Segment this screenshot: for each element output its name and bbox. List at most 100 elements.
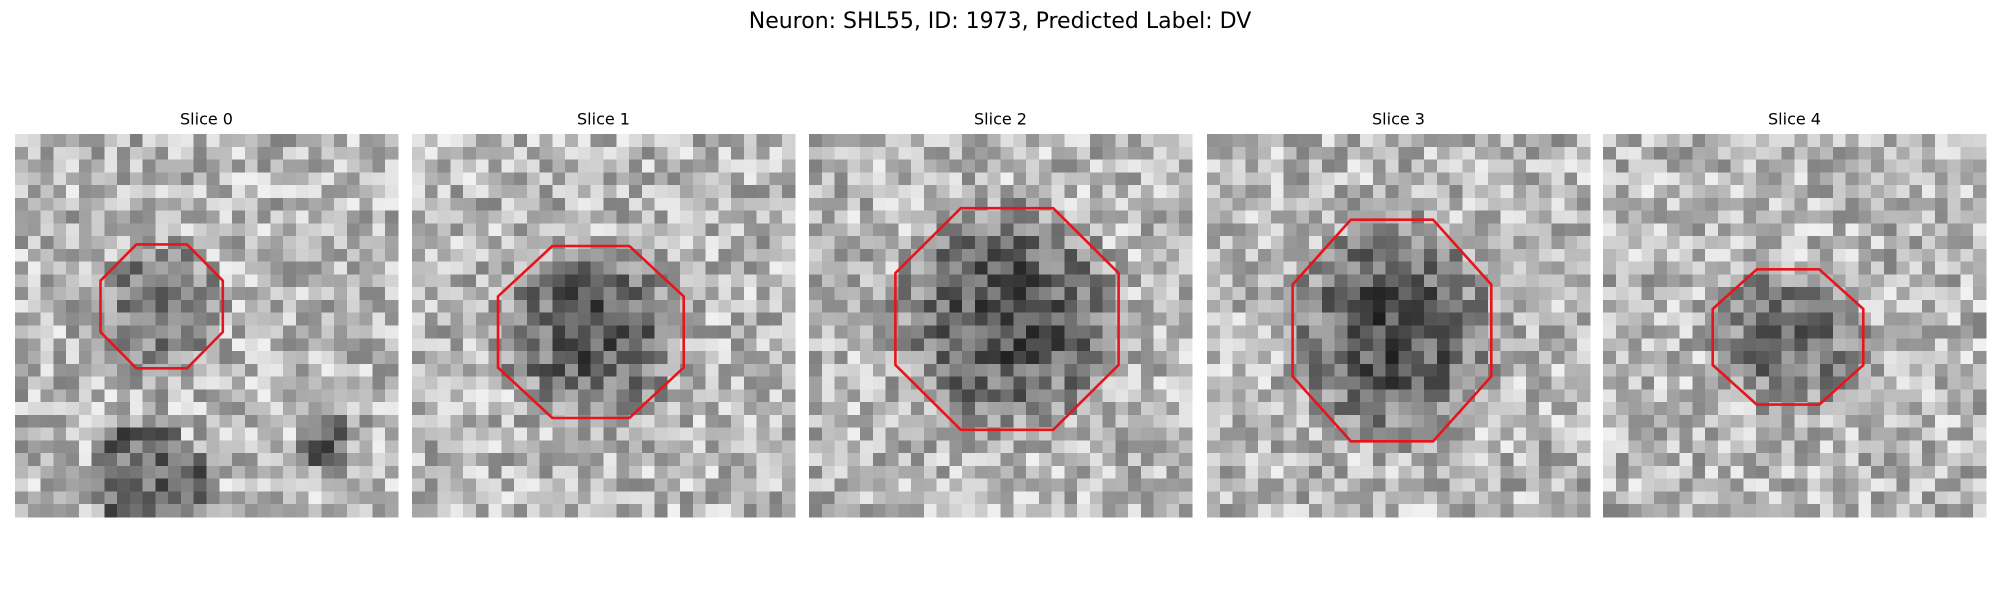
pixel — [1102, 185, 1116, 199]
pixel — [385, 274, 399, 288]
pixel — [142, 453, 157, 467]
pixel — [1538, 274, 1553, 288]
pixel — [987, 414, 1002, 429]
pixel — [1038, 338, 1053, 352]
pixel — [1654, 376, 1668, 390]
pixel — [244, 478, 259, 493]
pixel — [1283, 134, 1297, 148]
pixel — [1128, 134, 1142, 148]
pixel — [1743, 146, 1757, 161]
pixel — [782, 261, 796, 276]
pixel — [1153, 465, 1168, 480]
pixel — [1743, 248, 1757, 263]
pixel — [1385, 274, 1400, 288]
pixel — [1309, 197, 1323, 212]
pixel — [1089, 248, 1104, 263]
pixel — [346, 338, 361, 352]
pixel — [1934, 197, 1949, 212]
pixel — [1436, 172, 1451, 186]
pixel — [142, 248, 157, 263]
pixel — [1064, 465, 1078, 480]
pixel — [526, 325, 541, 339]
pixel — [936, 261, 951, 276]
pixel — [66, 287, 80, 301]
pixel — [1000, 134, 1014, 148]
pixel — [1089, 159, 1104, 173]
pixel — [1781, 146, 1796, 161]
pixel — [1013, 478, 1027, 493]
pixel — [180, 287, 195, 301]
pixel — [1947, 312, 1962, 327]
pixel — [1603, 325, 1617, 339]
pixel — [1538, 440, 1553, 454]
pixel — [78, 414, 93, 429]
pixel — [949, 465, 963, 480]
pixel — [1730, 363, 1745, 378]
pixel — [565, 146, 579, 161]
pixel — [257, 427, 271, 441]
pixel — [206, 504, 220, 518]
pixel — [219, 491, 233, 505]
pixel — [552, 248, 566, 263]
pixel — [1115, 159, 1129, 173]
pixel — [270, 491, 284, 505]
pixel — [1551, 197, 1566, 212]
pixel — [692, 197, 707, 212]
pixel — [1871, 389, 1885, 403]
pixel — [1960, 287, 1974, 301]
pixel — [180, 453, 195, 467]
pixel — [1283, 210, 1297, 224]
pixel — [860, 197, 874, 212]
pixel — [270, 351, 284, 365]
pixel — [756, 159, 771, 173]
pixel — [1436, 159, 1451, 173]
pixel — [1513, 389, 1527, 403]
pixel — [1513, 351, 1527, 365]
pixel — [1743, 223, 1757, 237]
pixel — [308, 389, 322, 403]
pixel — [1858, 453, 1872, 467]
pixel — [450, 414, 464, 429]
pixel — [1513, 299, 1527, 314]
pixel — [142, 146, 157, 161]
pixel — [1296, 261, 1310, 276]
pixel — [1089, 402, 1104, 416]
pixel — [1858, 376, 1872, 390]
pixel — [1051, 338, 1065, 352]
pixel — [117, 261, 131, 276]
pixel — [629, 159, 643, 173]
pixel — [1038, 440, 1053, 454]
pixel — [962, 172, 976, 186]
pixel — [1960, 312, 1974, 327]
pixel — [1219, 427, 1234, 441]
pixel — [1102, 491, 1116, 505]
pixel — [821, 389, 836, 403]
pixel — [1013, 248, 1027, 263]
pixel — [1794, 465, 1808, 480]
pixel — [1500, 312, 1514, 327]
pixel — [142, 440, 157, 454]
pixel — [1013, 491, 1027, 505]
pixel — [1398, 440, 1412, 454]
pixel — [1179, 185, 1193, 199]
pixel — [1947, 402, 1962, 416]
pixel — [1449, 172, 1463, 186]
pixel — [1270, 376, 1285, 390]
pixel — [641, 312, 656, 327]
pixel — [372, 159, 386, 173]
pixel — [283, 427, 297, 441]
pixel — [1551, 504, 1566, 518]
pixel — [616, 440, 630, 454]
pixel — [1153, 197, 1168, 212]
pixel — [911, 299, 925, 314]
pixel — [1730, 185, 1745, 199]
pixel — [731, 146, 745, 161]
pixel — [1577, 312, 1591, 327]
pixel — [1513, 210, 1527, 224]
pixel — [1922, 299, 1936, 314]
pixel — [1179, 338, 1193, 352]
pixel — [1026, 287, 1040, 301]
pixel — [1207, 376, 1221, 390]
pixel — [1089, 197, 1104, 212]
pixel — [1270, 261, 1285, 276]
